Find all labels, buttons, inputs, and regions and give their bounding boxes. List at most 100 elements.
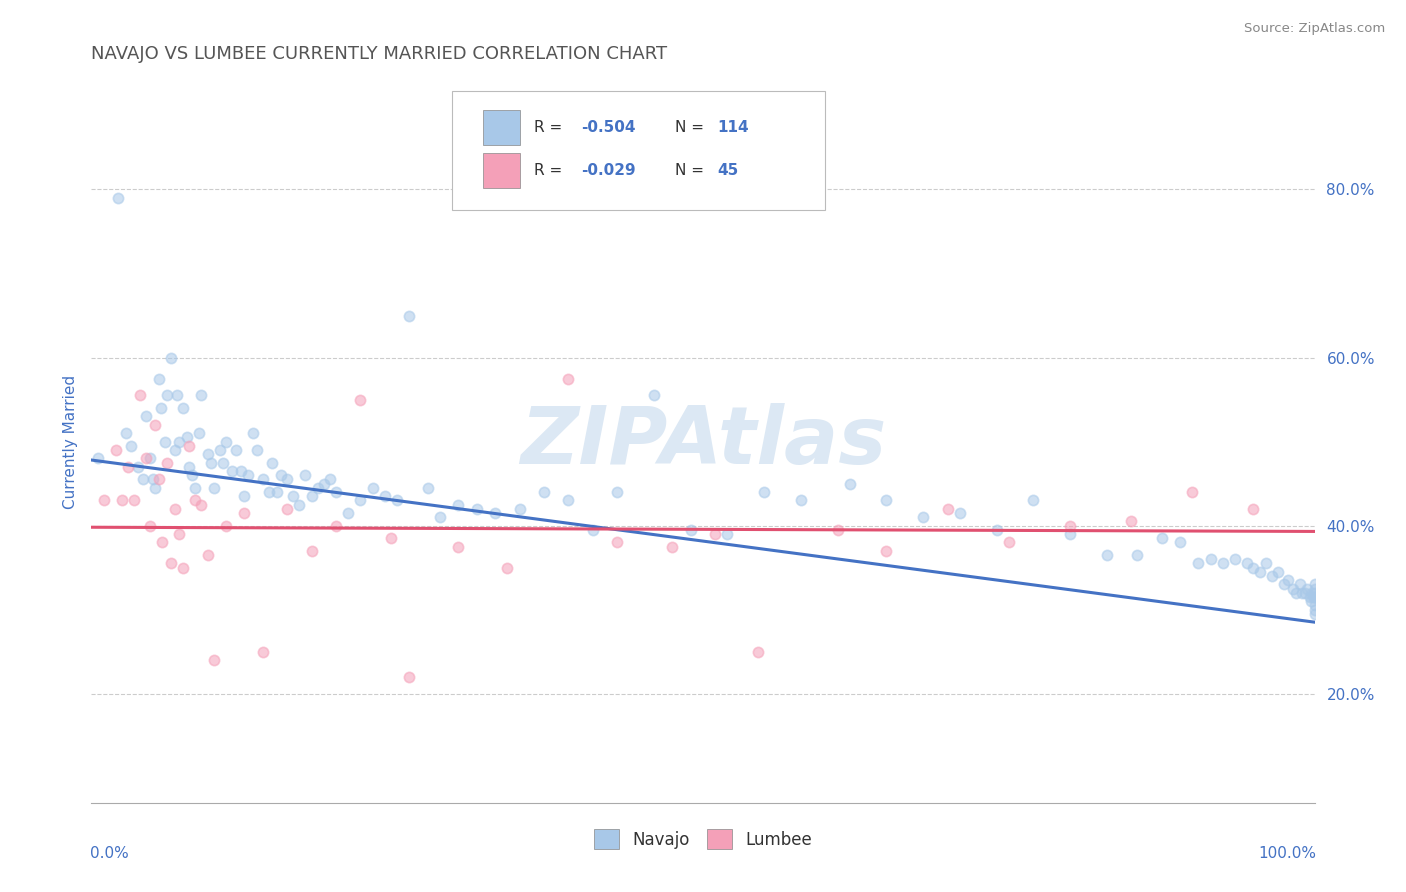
Text: -0.504: -0.504 xyxy=(581,120,636,135)
Point xyxy=(111,493,134,508)
Point xyxy=(319,472,342,486)
Point xyxy=(747,644,769,658)
Point xyxy=(1303,582,1326,596)
Point xyxy=(200,456,222,470)
Point xyxy=(1249,565,1271,579)
Point xyxy=(416,481,439,495)
Point xyxy=(208,442,231,457)
Point xyxy=(1299,590,1322,604)
Point xyxy=(215,518,238,533)
Point xyxy=(202,481,225,495)
Point xyxy=(188,426,211,441)
Point xyxy=(166,388,188,402)
Point xyxy=(1059,527,1081,541)
Point xyxy=(312,476,335,491)
Point xyxy=(1212,557,1234,571)
Point xyxy=(179,459,201,474)
Point xyxy=(107,191,129,205)
Point xyxy=(148,472,170,486)
Point xyxy=(127,459,149,474)
Point xyxy=(143,481,166,495)
Point xyxy=(221,464,243,478)
Point xyxy=(1285,586,1308,600)
Point xyxy=(202,653,225,667)
Text: -0.029: -0.029 xyxy=(581,163,636,178)
Text: N =: N = xyxy=(675,163,709,178)
Point xyxy=(245,442,267,457)
Point xyxy=(1299,594,1322,608)
Point xyxy=(242,426,264,441)
Point xyxy=(160,557,183,571)
Y-axis label: Currently Married: Currently Married xyxy=(62,375,77,508)
Point xyxy=(1223,552,1246,566)
Point xyxy=(233,489,256,503)
Point xyxy=(398,670,420,684)
Text: 45: 45 xyxy=(717,163,740,178)
Point xyxy=(180,468,202,483)
Point xyxy=(827,523,849,537)
Point xyxy=(294,468,316,483)
Point xyxy=(270,468,292,483)
Point xyxy=(1302,590,1324,604)
Point xyxy=(197,548,219,562)
Point xyxy=(141,472,163,486)
Point xyxy=(233,506,256,520)
Point xyxy=(176,430,198,444)
Point xyxy=(120,439,142,453)
Point xyxy=(172,401,194,415)
Point xyxy=(229,464,252,478)
Text: N =: N = xyxy=(675,120,709,135)
Point xyxy=(1022,493,1045,508)
FancyBboxPatch shape xyxy=(482,110,520,145)
Text: 0.0%: 0.0% xyxy=(90,847,129,861)
Point xyxy=(912,510,935,524)
Point xyxy=(86,451,108,466)
Point xyxy=(1303,586,1326,600)
Point xyxy=(582,523,605,537)
Point xyxy=(986,523,1008,537)
Text: ZIPAtlas: ZIPAtlas xyxy=(520,402,886,481)
Point xyxy=(606,485,628,500)
Point xyxy=(148,371,170,385)
Point xyxy=(169,527,191,541)
Point xyxy=(557,371,579,385)
Point xyxy=(1095,548,1118,562)
Point xyxy=(1187,557,1209,571)
Point xyxy=(1243,560,1265,574)
Point xyxy=(150,401,173,415)
Point xyxy=(114,426,136,441)
Point xyxy=(1059,518,1081,533)
Point xyxy=(1294,586,1316,600)
Point xyxy=(380,531,402,545)
Point xyxy=(117,459,139,474)
Point xyxy=(606,535,628,549)
Point xyxy=(1303,602,1326,616)
Point xyxy=(661,540,683,554)
Point xyxy=(349,493,371,508)
Point xyxy=(266,485,288,500)
Point xyxy=(150,535,173,549)
Point xyxy=(325,518,347,533)
Legend: Navajo, Lumbee: Navajo, Lumbee xyxy=(588,822,818,856)
Text: R =: R = xyxy=(534,163,567,178)
FancyBboxPatch shape xyxy=(453,91,825,211)
Point xyxy=(1281,582,1303,596)
Point xyxy=(169,434,191,449)
Point xyxy=(135,451,157,466)
Point xyxy=(936,501,959,516)
Point xyxy=(184,481,207,495)
Point xyxy=(153,434,176,449)
Point xyxy=(398,309,420,323)
Point xyxy=(122,493,145,508)
Point xyxy=(301,489,323,503)
Point xyxy=(337,506,360,520)
Point xyxy=(1121,514,1143,528)
Point xyxy=(557,493,579,508)
Point xyxy=(143,417,166,432)
Point xyxy=(163,501,186,516)
Point xyxy=(1254,557,1277,571)
Point xyxy=(276,472,298,486)
Point xyxy=(1303,590,1326,604)
Point xyxy=(349,392,371,407)
Point xyxy=(215,434,238,449)
